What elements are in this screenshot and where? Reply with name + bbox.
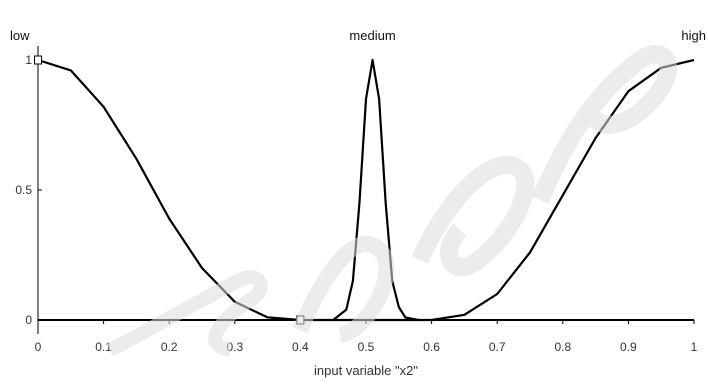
- x-tick-label: 0.9: [620, 340, 637, 354]
- x-tick-label: 0.5: [358, 340, 375, 354]
- x-tick-label: 1: [691, 340, 698, 354]
- x-axis-label: input variable "x2": [314, 363, 418, 378]
- y-tick-label: 0: [25, 313, 32, 327]
- x-tick-label: 0.7: [489, 340, 506, 354]
- x-tick-label: 0.6: [423, 340, 440, 354]
- series-line-high: [366, 58, 695, 322]
- x-tick-label: 0: [35, 340, 42, 354]
- series-label-medium: medium: [349, 28, 395, 43]
- x-tick-label: 0.2: [161, 340, 178, 354]
- series-label-low: low: [10, 28, 30, 43]
- x-tick-label: 0.3: [226, 340, 243, 354]
- markers-group: [34, 55, 305, 325]
- series-line-low: [37, 58, 366, 322]
- series-label-high: high: [681, 28, 706, 43]
- series-group: [37, 58, 695, 322]
- labels-group: low medium high: [10, 28, 706, 43]
- x-tick-label: 0.8: [554, 340, 571, 354]
- x-tick-label: 0.4: [292, 340, 309, 354]
- y-tick-label: 1: [25, 53, 32, 67]
- vertex-marker: [296, 315, 305, 325]
- x-tick-label: 0.1: [95, 340, 112, 354]
- y-tick-label: 0.5: [15, 183, 32, 197]
- series-line-medium: [332, 58, 419, 322]
- vertex-marker: [34, 55, 42, 65]
- axes: 0 0.1 0.2 0.3 0.4 0.5 0.6 0.7 0.8 0.9 1 0 0.5 1: [15, 46, 698, 354]
